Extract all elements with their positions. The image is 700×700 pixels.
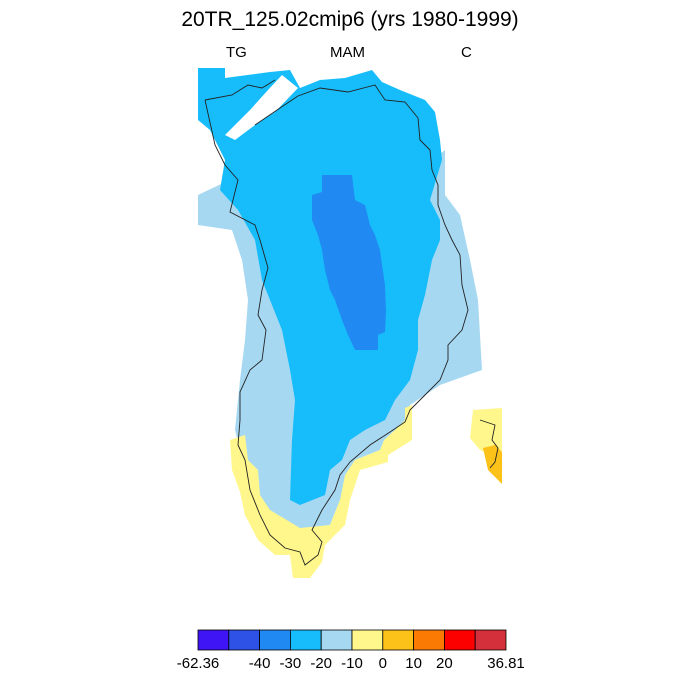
band-blue-core [312, 175, 386, 350]
colorbar-swatch [320, 629, 353, 651]
coastline-east [479, 419, 499, 469]
colorbar-swatch [443, 629, 476, 651]
colorbar-swatch [351, 629, 384, 651]
colorbar-swatch [228, 629, 261, 651]
colorbar-swatch [197, 629, 230, 651]
colorbar-swatch [259, 629, 291, 651]
variable-label: TG [226, 44, 247, 61]
colorbar-swatch [382, 629, 414, 651]
colorbar-tick-label: 36.81 [487, 655, 525, 672]
season-label: MAM [330, 44, 365, 61]
colorbar-swatch [474, 629, 507, 651]
band-cyan [198, 68, 442, 505]
colorbar-tick-label: -20 [310, 655, 333, 672]
colorbar [197, 629, 507, 651]
colorbar-swatch [413, 629, 445, 651]
band-yellow-south [230, 405, 412, 578]
colorbar-tick-label: -62.36 [176, 655, 220, 672]
colorbar-tick-label: -40 [248, 655, 271, 672]
colorbar-tick-label: -30 [279, 655, 302, 672]
colorbar-tick-label: 10 [405, 655, 422, 672]
coast-gap [225, 75, 298, 140]
map-title: 20TR_125.02cmip6 (yrs 1980-1999) [181, 8, 519, 31]
colorbar-swatch [289, 629, 322, 651]
coastline [204, 79, 469, 566]
colorbar-tick-label: 0 [378, 655, 387, 672]
colorbar-tick-label: 20 [436, 655, 453, 672]
band-yellow-east [470, 408, 502, 482]
units-label: C [461, 44, 472, 61]
colorbar-tick-label: -10 [341, 655, 363, 672]
